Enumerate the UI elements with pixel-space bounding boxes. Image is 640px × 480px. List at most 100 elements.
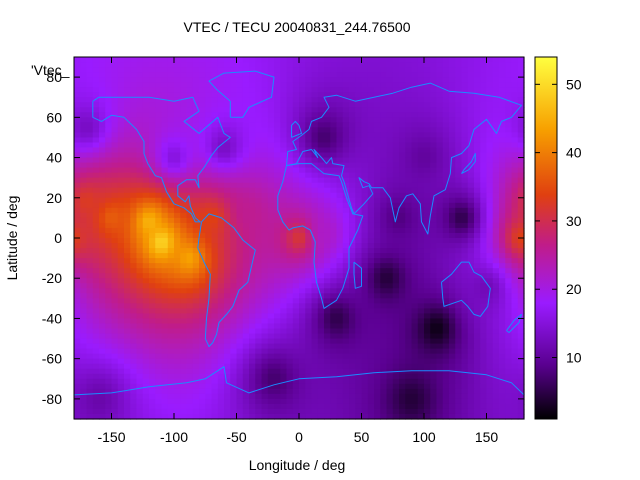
heatmap-cell bbox=[80, 97, 88, 103]
heatmap-cell bbox=[411, 212, 419, 219]
heatmap-cell bbox=[417, 92, 425, 98]
heatmap-cell bbox=[130, 202, 138, 209]
heatmap-cell bbox=[80, 348, 88, 355]
heatmap-cell bbox=[199, 403, 206, 410]
heatmap-cell bbox=[155, 137, 163, 144]
heatmap-cell bbox=[499, 308, 506, 315]
heatmap-cell bbox=[174, 383, 181, 390]
heatmap-cell bbox=[124, 82, 131, 88]
heatmap-cell bbox=[374, 127, 381, 134]
heatmap-cell bbox=[161, 132, 169, 139]
heatmap-cell bbox=[161, 283, 169, 289]
heatmap-cell bbox=[261, 182, 269, 189]
heatmap-cell bbox=[411, 92, 419, 98]
heatmap-cell bbox=[167, 197, 175, 204]
heatmap-cell bbox=[186, 273, 194, 279]
heatmap-cell bbox=[330, 107, 338, 113]
heatmap-cell bbox=[274, 243, 281, 249]
heatmap-cell bbox=[230, 132, 238, 139]
heatmap-cell bbox=[199, 263, 206, 269]
heatmap-cell bbox=[467, 313, 475, 320]
heatmap-cell bbox=[167, 298, 175, 304]
heatmap-cell bbox=[86, 353, 94, 360]
heatmap-cell bbox=[349, 192, 356, 199]
heatmap-cell bbox=[142, 293, 150, 299]
heatmap-cell bbox=[180, 77, 188, 83]
heatmap-cell bbox=[386, 263, 394, 269]
heatmap-cell bbox=[355, 258, 363, 264]
heatmap-cell bbox=[117, 273, 125, 279]
heatmap-cell bbox=[399, 222, 406, 229]
heatmap-cell bbox=[511, 278, 519, 284]
heatmap-cell bbox=[149, 217, 156, 224]
heatmap-cell bbox=[180, 338, 188, 345]
heatmap-cell bbox=[449, 147, 456, 154]
heatmap-cell bbox=[267, 207, 275, 214]
heatmap-cell bbox=[155, 333, 163, 340]
heatmap-cell bbox=[317, 383, 325, 390]
heatmap-cell bbox=[274, 343, 281, 350]
heatmap-cell bbox=[105, 217, 113, 224]
heatmap-cell bbox=[349, 248, 356, 254]
heatmap-cell bbox=[505, 217, 513, 224]
heatmap-cell bbox=[399, 112, 406, 118]
heatmap-cell bbox=[374, 293, 381, 299]
heatmap-cell bbox=[461, 288, 469, 294]
heatmap-cell bbox=[405, 348, 413, 355]
heatmap-cell bbox=[192, 323, 200, 330]
heatmap-cell bbox=[267, 72, 275, 78]
heatmap-cell bbox=[111, 182, 119, 189]
heatmap-cell bbox=[380, 323, 388, 330]
heatmap-cell bbox=[317, 167, 325, 174]
heatmap-cell bbox=[511, 273, 519, 279]
heatmap-cell bbox=[399, 227, 406, 234]
heatmap-cell bbox=[130, 212, 138, 219]
heatmap-cell bbox=[399, 323, 406, 330]
heatmap-cell bbox=[230, 157, 238, 164]
heatmap-cell bbox=[249, 318, 256, 325]
heatmap-cell bbox=[317, 207, 325, 214]
heatmap-cell bbox=[180, 87, 188, 93]
heatmap-cell bbox=[392, 127, 400, 134]
heatmap-cell bbox=[442, 122, 450, 128]
heatmap-cell bbox=[117, 263, 125, 269]
heatmap-cell bbox=[392, 373, 400, 380]
heatmap-cell bbox=[249, 57, 256, 63]
heatmap-cell bbox=[292, 117, 300, 123]
heatmap-cell bbox=[199, 77, 206, 83]
heatmap-cell bbox=[261, 318, 269, 325]
heatmap-cell bbox=[74, 288, 81, 294]
heatmap-cell bbox=[355, 187, 363, 194]
heatmap-cell bbox=[124, 57, 131, 63]
heatmap-cell bbox=[105, 263, 113, 269]
heatmap-cell bbox=[480, 353, 488, 360]
heatmap-cell bbox=[324, 212, 331, 219]
heatmap-cell bbox=[324, 283, 331, 289]
heatmap-cell bbox=[292, 157, 300, 164]
heatmap-cell bbox=[511, 72, 519, 78]
heatmap-cell bbox=[155, 358, 163, 365]
heatmap-cell bbox=[511, 398, 519, 405]
heatmap-cell bbox=[105, 102, 113, 108]
heatmap-cell bbox=[499, 147, 506, 154]
heatmap-cell bbox=[274, 207, 281, 214]
heatmap-cell bbox=[467, 373, 475, 380]
heatmap-cell bbox=[417, 273, 425, 279]
heatmap-cell bbox=[249, 232, 256, 239]
heatmap-cell bbox=[367, 393, 375, 400]
heatmap-cell bbox=[324, 227, 331, 234]
heatmap-cell bbox=[361, 373, 369, 380]
heatmap-cell bbox=[130, 263, 138, 269]
heatmap-cell bbox=[367, 137, 375, 144]
heatmap-cell bbox=[105, 207, 113, 214]
heatmap-cell bbox=[517, 343, 525, 350]
heatmap-cell bbox=[417, 248, 425, 254]
heatmap-cell bbox=[311, 97, 319, 103]
heatmap-cell bbox=[324, 318, 331, 325]
heatmap-cell bbox=[124, 67, 131, 73]
heatmap-cell bbox=[349, 87, 356, 93]
heatmap-cell bbox=[174, 147, 181, 154]
heatmap-cell bbox=[199, 278, 206, 284]
heatmap-cell bbox=[280, 212, 288, 219]
heatmap-cell bbox=[111, 132, 119, 139]
